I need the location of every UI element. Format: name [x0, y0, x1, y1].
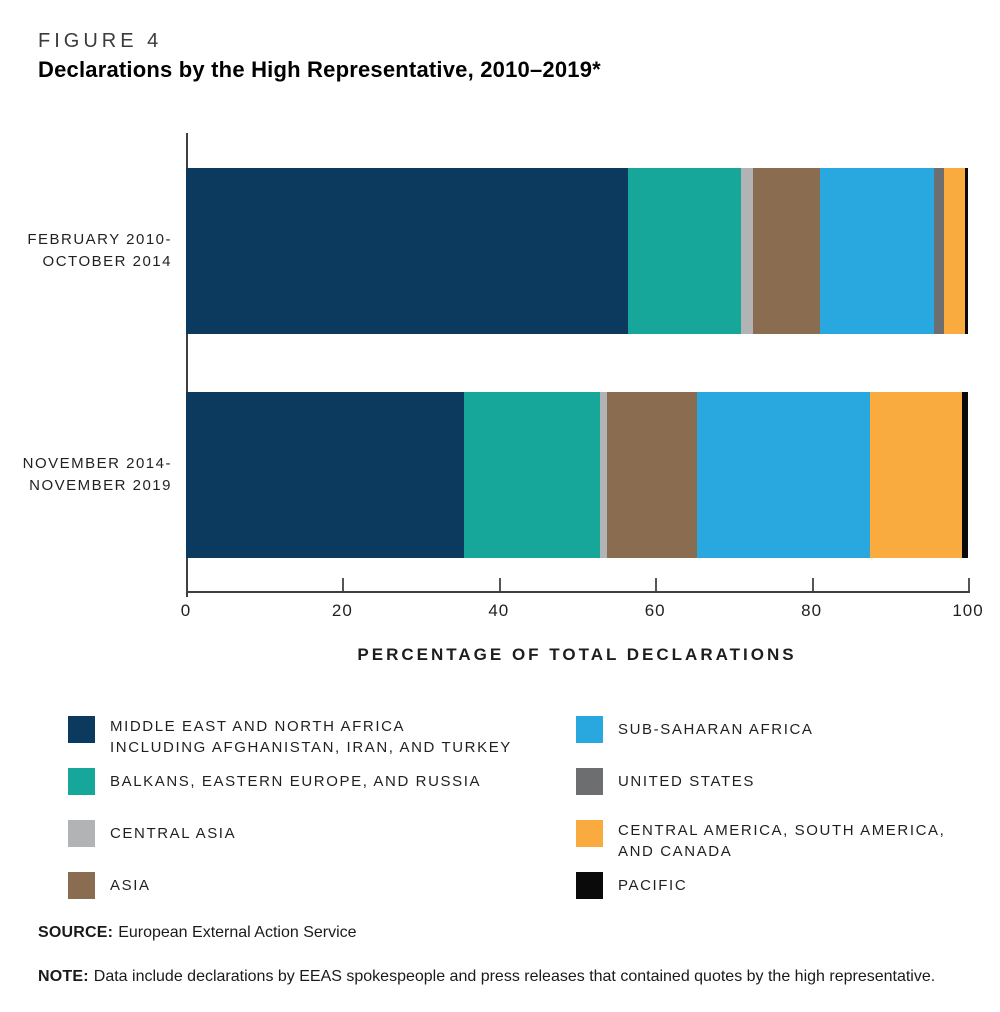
x-axis-tick	[811, 578, 814, 591]
x-axis-tick	[655, 578, 658, 591]
legend-label: UNITED STATES	[618, 768, 755, 795]
bar-segment	[627, 168, 742, 334]
x-axis-line	[186, 591, 970, 593]
x-axis-tick-label: 80	[801, 601, 823, 620]
x-axis-tick	[498, 578, 501, 591]
bar-segment	[186, 168, 628, 334]
legend-swatch	[68, 768, 95, 795]
legend-label-line: MIDDLE EAST AND NORTH AFRICA	[110, 718, 406, 735]
y-axis-line	[186, 133, 188, 597]
legend-swatch	[68, 716, 95, 743]
note-label: NOTE:	[38, 968, 89, 985]
legend-swatch	[68, 820, 95, 847]
legend-label: PACIFIC	[618, 872, 687, 899]
bar-category-label-line: NOVEMBER 2019	[29, 477, 172, 494]
bar-segment	[607, 392, 697, 558]
legend-label-line: CENTRAL ASIA	[110, 825, 237, 842]
legend-label: BALKANS, EASTERN EUROPE, AND RUSSIA	[110, 768, 481, 795]
source-label: SOURCE:	[38, 924, 114, 941]
bar-segment	[186, 392, 464, 558]
source-text: European External Action Service	[118, 924, 357, 941]
legend-swatch	[576, 872, 603, 899]
bar-row	[186, 168, 968, 334]
x-axis-tick	[342, 578, 345, 591]
legend-label-line: UNITED STATES	[618, 773, 755, 790]
bar-segment	[599, 392, 608, 558]
bar-category-label-line: NOVEMBER 2014-	[22, 455, 172, 472]
bar-segment	[962, 392, 968, 558]
bar-segment	[870, 392, 963, 558]
bar-segment	[696, 392, 871, 558]
bar-segment	[944, 168, 965, 334]
legend-label: CENTRAL ASIA	[110, 820, 236, 847]
legend-label-line: INCLUDING AFGHANISTAN, IRAN, AND TURKEY	[110, 739, 512, 756]
bar-category-label-line: FEBRUARY 2010-	[27, 231, 172, 248]
legend-swatch	[576, 820, 603, 847]
bar-segment	[820, 168, 934, 334]
legend-label-line: PACIFIC	[618, 877, 688, 894]
bar-segment	[463, 392, 600, 558]
legend-label: SUB-SAHARAN AFRICA	[618, 716, 814, 743]
legend-label: MIDDLE EAST AND NORTH AFRICA INCLUDING AF…	[110, 716, 512, 758]
legend-label-line: AND CANADA	[618, 843, 733, 860]
x-axis-tick	[968, 578, 970, 591]
bar-segment	[964, 168, 968, 334]
legend-label-line: SUB-SAHARAN AFRICA	[618, 721, 814, 738]
legend-label-line: CENTRAL AMERICA, SOUTH AMERICA,	[618, 822, 946, 839]
legend-label: CENTRAL AMERICA, SOUTH AMERICA, AND CANAD…	[618, 820, 945, 862]
legend-swatch	[576, 716, 603, 743]
legend-label-line: BALKANS, EASTERN EUROPE, AND RUSSIA	[110, 773, 482, 790]
bar-category-label: NOVEMBER 2014- NOVEMBER 2019	[23, 453, 172, 497]
figure-title: Declarations by the High Representative,…	[38, 57, 601, 82]
bar-segment	[933, 168, 945, 334]
x-axis-tick-label: 60	[644, 601, 666, 620]
bar-row	[186, 392, 968, 558]
note-text: Data include declarations by EEAS spokes…	[93, 968, 936, 985]
bar-category-label: FEBRUARY 2010- OCTOBER 2014	[27, 229, 172, 273]
x-axis-tick-label: 100	[952, 601, 984, 620]
x-axis-title: PERCENTAGE OF TOTAL DECLARATIONS	[357, 645, 797, 664]
source-line: SOURCE: European External Action Service	[38, 924, 357, 942]
x-axis-tick-label: 0	[180, 601, 192, 620]
bar-segment	[741, 168, 753, 334]
bar-segment	[752, 168, 821, 334]
x-axis-tick-label: 40	[488, 601, 510, 620]
legend-label: ASIA	[110, 872, 151, 899]
figure-label: FIGURE 4	[38, 30, 163, 52]
note-line: NOTE: Data include declarations by EEAS s…	[38, 968, 935, 986]
x-axis-tick-label: 20	[331, 601, 353, 620]
legend-swatch	[68, 872, 95, 899]
bar-category-label-line: OCTOBER 2014	[42, 253, 172, 270]
legend-label-line: ASIA	[110, 877, 151, 894]
legend-swatch	[576, 768, 603, 795]
